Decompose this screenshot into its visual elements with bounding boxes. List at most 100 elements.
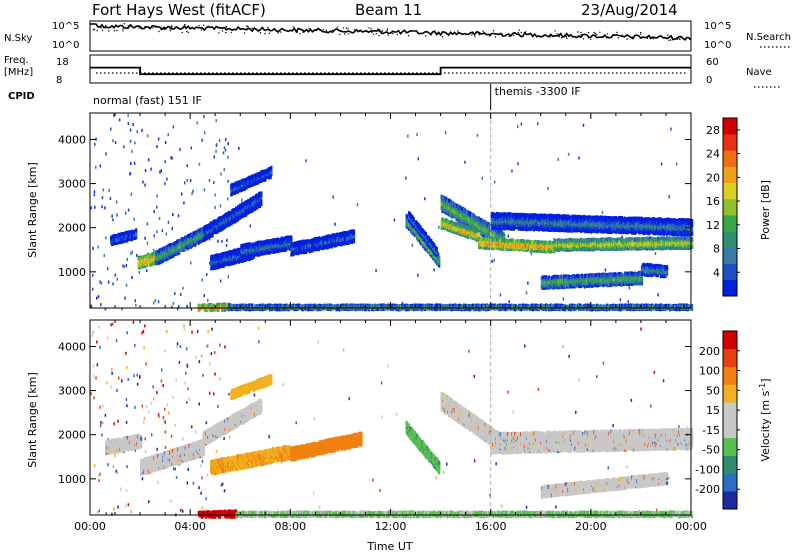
nsky-panel: N.Sky 10^5 10^0 10^5 10^0 N.Search [4,21,792,51]
echo-cell [148,158,150,161]
echo-cell [464,161,466,164]
echo-cell [190,261,192,264]
echo-cell [180,293,182,296]
echo-cell [94,190,96,193]
nsearch-dot [280,31,281,32]
echo-cell [183,201,185,204]
echo-cell [134,162,136,165]
echo-cell [117,278,119,281]
nsearch-dot [653,38,654,39]
cpid-mode-1: normal (fast) 151 IF [93,94,202,107]
echo-cell [219,139,221,142]
echo-cell [110,128,112,131]
echo-cell [433,269,435,272]
nsearch-dot [225,32,226,33]
echo-cell [670,128,672,131]
echo-cell [217,240,219,243]
echo-cell [260,191,262,195]
nsearch-dot [416,30,417,31]
echo-cell [94,206,96,209]
echo-cell [228,275,230,278]
echo-cell [226,244,228,247]
nsearch-dot [508,36,509,37]
echo-cell [127,114,128,117]
nsearch-dot [198,25,199,26]
echo-cell [156,195,158,198]
echo-cell [97,246,99,249]
echo-cell [130,162,132,165]
nsearch-dot [438,33,439,34]
echo-cell [166,233,168,236]
nsearch-dot [128,25,129,26]
nsearch-dot [339,34,340,35]
echo-cell [223,151,225,154]
echo-cell [94,194,96,197]
nsearch-dot [124,23,125,24]
nsearch-dot [425,35,426,36]
nsearch-dot [502,33,503,34]
nsearch-dot [583,38,584,39]
echo-cell [144,237,146,240]
echo-cell [130,252,132,255]
echo-cell [116,214,118,217]
freq-panel: Freq. [MHz] 18 8 60 0 Nave [4,55,780,87]
nsearch-dot [602,37,603,38]
echo-cell [101,282,103,285]
echo-cell [517,162,519,165]
echo-cell [168,133,170,136]
nsearch-dot [130,24,131,25]
echo-cell [215,150,217,153]
echo-cell [445,131,447,134]
nsearch-dot [323,29,324,30]
nsearch-dot [122,30,123,31]
nsearch-dot [244,32,245,33]
nsearch-dot [149,28,150,29]
nsearch-dot [595,33,596,34]
nsearch-dot [260,32,261,33]
nsearch-dot [138,27,139,28]
echo-cell [204,188,206,191]
echo-cell [669,195,671,198]
nsearch-dot [588,32,589,33]
nsearch-dot [647,38,648,39]
echo-cell [103,189,105,192]
echo-cell [503,234,505,238]
echo-cell [602,211,604,214]
echo-cell [134,218,136,221]
echo-cell [159,171,161,174]
nsearch-dot [302,32,303,33]
echo-cell [547,187,549,190]
echo-cell [204,294,206,297]
echo-cell [174,292,176,295]
nsearch-dot [225,27,226,28]
nsearch-dot [102,30,103,31]
nsearch-dot [559,36,560,37]
nsearch-dot [640,32,641,33]
echo-cell [116,201,118,204]
nsearch-dot [379,29,380,30]
echo-cell [199,163,201,166]
nsearch-dot [299,33,300,34]
echo-cell [166,178,168,181]
echo-cell [578,157,580,160]
echo-cell [478,232,480,236]
echo-cell [95,166,97,169]
nsearch-dot [596,34,597,35]
echo-cell [156,206,158,209]
nsearch-dot [373,34,374,35]
echo-cell [164,160,166,163]
nsearch-dot [376,33,377,34]
echo-cell [145,169,147,172]
nsearch-dot [114,30,115,31]
echo-cell [192,190,194,193]
echo-cell [676,163,678,166]
nsearch-dot [169,28,170,29]
echo-cell [135,228,137,232]
echo-cell [394,219,396,222]
nsearch-dot [316,29,317,30]
echo-cell [181,193,183,196]
echo-cell [94,143,96,146]
nsearch-dot [550,36,551,37]
echo-cell [131,150,133,153]
echo-cell [482,177,484,180]
